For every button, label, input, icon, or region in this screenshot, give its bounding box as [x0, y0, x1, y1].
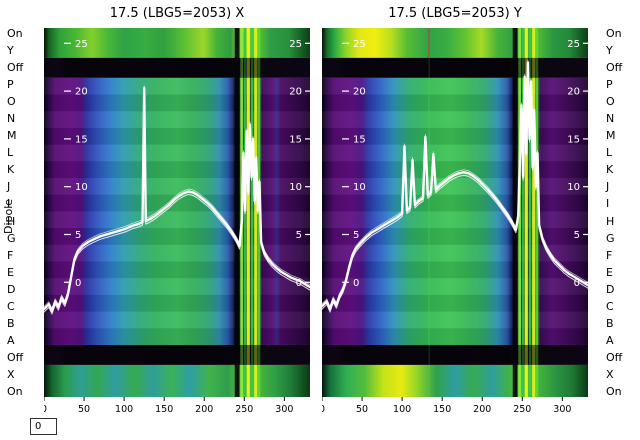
cursor-value: 0 [35, 421, 42, 432]
panel-x-title: 17.5 (LBG5=2053) X [109, 6, 245, 21]
svg-text:10: 10 [75, 182, 88, 193]
row-label-on: On [606, 27, 622, 40]
row-label-p: P [606, 78, 613, 92]
row-label-h: H [606, 214, 615, 228]
svg-text:300: 300 [275, 404, 293, 415]
row-label-l: L [7, 146, 14, 160]
row-label-y: Y [606, 44, 613, 58]
svg-text:0: 0 [75, 278, 81, 289]
svg-text:25: 25 [75, 39, 88, 50]
row-label-o: O [606, 95, 615, 109]
row-label-on: On [7, 384, 23, 398]
svg-text:300: 300 [553, 404, 571, 415]
svg-text:0: 0 [44, 404, 47, 415]
heatmap-canvas-x[interactable]: 25252020151510105500050100150200250300 [44, 28, 310, 421]
svg-text:10: 10 [353, 182, 366, 193]
row-label-a: A [7, 333, 15, 347]
row-label-p: P [7, 78, 14, 92]
row-labels-right: On Y Off P O N M L K J I H G F E D C B A Off X On [606, 28, 638, 397]
svg-text:15: 15 [353, 134, 366, 145]
row-label-c: C [606, 299, 614, 313]
svg-text:50: 50 [356, 404, 368, 415]
svg-text:10: 10 [567, 182, 580, 193]
row-label-g: G [7, 231, 16, 245]
row-label-i: I [606, 197, 610, 211]
row-label-j: J [7, 180, 11, 194]
row-label-j: J [606, 180, 610, 194]
heatmap-canvas-y[interactable]: 25252020151510105500050100150200250300 [322, 28, 588, 421]
svg-text:0: 0 [353, 278, 359, 289]
svg-text:20: 20 [75, 87, 88, 98]
svg-text:20: 20 [353, 87, 366, 98]
row-label-m: M [606, 129, 616, 143]
svg-text:20: 20 [289, 87, 302, 98]
cursor-value-box: 0 [30, 418, 57, 435]
row-label-k: K [7, 163, 15, 177]
row-label-a: A [606, 333, 614, 347]
row-label-m: M [7, 129, 17, 143]
row-label-on: On [7, 27, 23, 40]
svg-text:250: 250 [235, 404, 253, 415]
row-label-l: L [606, 146, 613, 160]
row-label-x: X [606, 367, 614, 381]
svg-text:15: 15 [289, 134, 302, 145]
panel-x: 17.5 (LBG5=2053) X 25 25 20 20 15 15 10 10 5 50 0 0… [44, 4, 310, 421]
row-label-g: G [606, 231, 615, 245]
svg-text:20: 20 [567, 87, 580, 98]
svg-text:100: 100 [393, 404, 411, 415]
row-label-d: D [7, 282, 16, 296]
svg-text:0: 0 [322, 404, 325, 415]
row-label-e: E [606, 265, 613, 279]
svg-text:5: 5 [574, 230, 580, 241]
row-label-o: O [7, 95, 16, 109]
row-label-f: F [606, 248, 613, 262]
row-labels-left: On Y Off P O N M L K J I H G F E D C B A Off X On [7, 28, 37, 397]
row-label-b: B [7, 316, 15, 330]
row-label-off: Off [7, 61, 24, 75]
row-label-n: N [7, 112, 16, 126]
svg-text:5: 5 [353, 230, 359, 241]
row-label-c: C [7, 299, 15, 313]
svg-text:15: 15 [75, 134, 88, 145]
row-label-h: H [7, 214, 16, 228]
row-label-k: K [606, 163, 614, 177]
svg-text:250: 250 [513, 404, 531, 415]
row-label-x: X [7, 367, 15, 381]
row-label-y: Y [7, 44, 14, 58]
panel-y: 17.5 (LBG5=2053) Y 252520201515101055000… [322, 4, 588, 421]
svg-text:150: 150 [433, 404, 451, 415]
svg-text:0: 0 [574, 278, 580, 289]
row-label-off: Off [606, 350, 623, 364]
svg-text:200: 200 [195, 404, 213, 415]
svg-text:100: 100 [115, 404, 133, 415]
svg-text:5: 5 [296, 230, 302, 241]
svg-text:50: 50 [78, 404, 90, 415]
svg-text:200: 200 [473, 404, 491, 415]
row-label-on: On [606, 384, 622, 398]
row-label-e: E [7, 265, 14, 279]
svg-text:15: 15 [567, 134, 580, 145]
svg-text:10: 10 [289, 182, 302, 193]
row-label-b: B [606, 316, 614, 330]
row-label-n: N [606, 112, 615, 126]
svg-text:150: 150 [155, 404, 173, 415]
row-label-off: Off [606, 61, 623, 75]
svg-text:25: 25 [353, 39, 366, 50]
svg-text:5: 5 [75, 230, 81, 241]
svg-text:25: 25 [289, 39, 302, 50]
row-label-d: D [606, 282, 615, 296]
row-label-off: Off [7, 350, 24, 364]
row-label-f: F [7, 248, 14, 262]
svg-text:25: 25 [567, 39, 580, 50]
row-label-i: I [7, 197, 11, 211]
panel-y-title: 17.5 (LBG5=2053) Y [388, 6, 522, 21]
